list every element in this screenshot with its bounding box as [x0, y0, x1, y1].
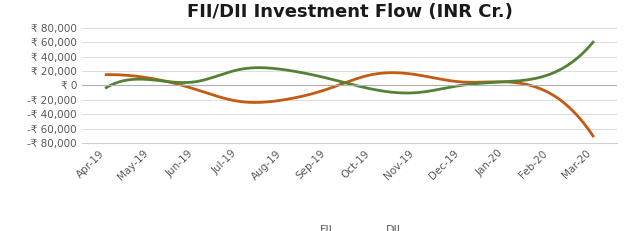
FII
(Cr.) — [402, 72, 410, 75]
Legend: FII
(Cr.), DII
(Cr.): FII (Cr.), DII (Cr.) — [285, 220, 415, 231]
DII
(Cr.) — [104, 85, 112, 88]
DII
(Cr.) — [401, 92, 408, 94]
DII
(Cr.) — [589, 41, 597, 43]
FII
(Cr.) — [389, 71, 396, 74]
DII
(Cr.) — [391, 91, 398, 94]
DII
(Cr.) — [404, 92, 411, 94]
DII
(Cr.) — [103, 86, 110, 89]
Line: FII
(Cr.): FII (Cr.) — [106, 73, 593, 136]
FII
(Cr.) — [392, 71, 400, 74]
FII
(Cr.) — [589, 135, 597, 137]
DII
(Cr.) — [392, 91, 400, 94]
FII
(Cr.) — [514, 82, 522, 84]
FII
(Cr.) — [104, 73, 112, 76]
FII
(Cr.) — [546, 91, 553, 94]
Line: DII
(Cr.): DII (Cr.) — [106, 42, 593, 93]
DII
(Cr.) — [546, 73, 553, 76]
FII
(Cr.) — [103, 73, 110, 76]
Title: FII/DII Investment Flow (INR Cr.): FII/DII Investment Flow (INR Cr.) — [186, 3, 513, 21]
FII
(Cr.) — [394, 71, 401, 74]
DII
(Cr.) — [514, 79, 522, 82]
